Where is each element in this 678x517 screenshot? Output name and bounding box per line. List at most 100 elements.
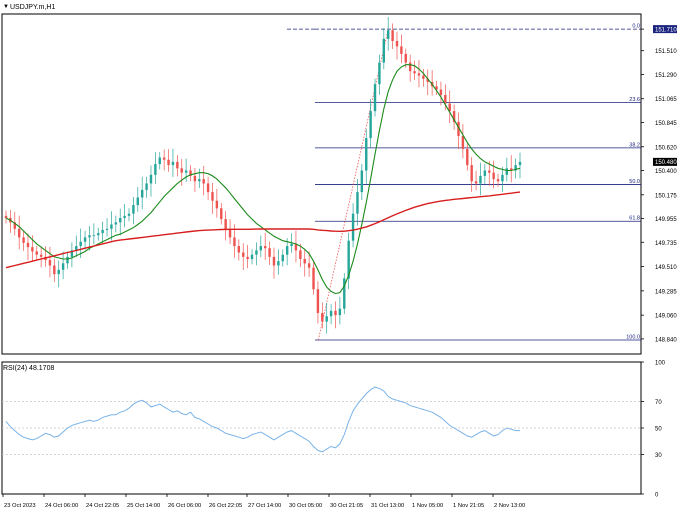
candle-body [501,174,504,182]
candle-body [263,246,267,249]
candle-body [277,261,280,266]
candle-body [386,30,390,39]
candle-body [13,222,16,229]
candle-body [435,86,438,90]
x-tick-label: 27 Oct 14:00 [248,503,281,509]
candle-body [488,170,491,173]
candle-body [400,46,403,54]
candle-body [461,135,465,149]
candle-body [404,53,407,63]
x-tick-label: 2 Nov 13:00 [494,503,525,509]
candle-body [303,259,306,264]
rsi-y-tick-label: 0 [655,493,659,499]
candle-body [395,40,399,47]
x-tick-label: 30 Oct 21:05 [330,503,363,509]
candle-body [408,62,412,72]
fib-level-label: 61.8 [629,216,640,222]
candle-body [220,208,223,220]
candle-body [307,263,311,268]
candle-body [329,310,333,317]
candle-body [299,250,302,260]
candle-body [294,243,298,251]
y-tick-label: 151.510 [655,49,677,55]
candle-body [316,289,320,313]
candle-body [246,256,249,260]
candle-body [391,30,394,41]
y-tick-label: 151.065 [655,97,677,103]
candle-body [514,165,517,171]
candle-body [338,308,342,316]
candle-body [444,94,447,104]
candle-body [162,157,166,160]
candle-body [470,165,473,182]
candle-body [413,71,416,74]
candle-body [83,237,87,242]
candle-body [281,254,284,262]
main-panel-frame [1,13,642,355]
candle-body [448,103,451,112]
y-tick-label: 148.840 [655,337,677,343]
candle-body [452,111,456,122]
y-tick-label: 149.285 [655,289,677,295]
rsi-indicator-label: RSI(24) 48.1708 [3,365,54,372]
rsi-y-tick-label: 50 [655,427,662,433]
candle-body [483,170,487,176]
x-tick-label: 26 Oct 06:00 [168,503,201,509]
candle-body [189,170,192,176]
candle-body [127,213,131,216]
rsi-y-tick-label: 30 [655,453,662,459]
candle-body [518,161,522,166]
candle-body [184,170,188,173]
candle-body [466,148,469,166]
candle-body [53,265,56,275]
x-tick-label: 24 Oct 06:00 [45,503,78,509]
candle-body [79,241,82,247]
main-price-panel: 151.710 151.510 151.290 151.065 150.845 150.6… [1,13,677,355]
candle-body [97,233,100,236]
candle-body [35,251,38,255]
candle-body [312,267,315,290]
candle-body [351,213,355,241]
candle-body [75,246,78,251]
candle-body [119,218,122,223]
candle-body [22,237,25,243]
candle-body [167,159,170,166]
x-tick-label: 25 Oct 14:00 [127,503,160,509]
candle-body [290,243,293,247]
candle-body [334,310,337,316]
candle-body [215,200,219,209]
candle-body [479,175,482,184]
candle-body [206,183,210,193]
candle-body [378,62,381,85]
fib-trend-line [317,29,389,341]
candle-body [101,229,104,234]
symbol-dropdown-icon[interactable]: ▼ [3,4,9,10]
candle-body [382,38,386,63]
candle-body [140,189,144,198]
candle-body [237,246,241,253]
candle-body [369,111,372,139]
candle-body [325,316,328,322]
y-tick-label: 149.735 [655,241,677,247]
top-price-tag [653,25,677,34]
candle-body [272,256,276,266]
candle-body [180,168,183,173]
x-tick-label: 1 Nov 21:05 [453,503,484,509]
y-tick-label: 150.175 [655,193,677,199]
candle-body [268,248,271,257]
candle-body [439,89,443,95]
x-tick-label: 30 Oct 05:00 [289,503,322,509]
fib-level-label: 0.0 [632,24,640,30]
candle-body [176,161,179,169]
rsi-panel: 100 70 50 30 0 [1,361,666,499]
candle-body [4,215,8,218]
candle-body [154,164,157,175]
rsi-y-tick-label: 100 [655,361,666,367]
candle-body [457,121,460,136]
y-tick-label: 149.955 [655,217,677,223]
candle-body [211,192,214,201]
header-labels: ▼ USDJPY.m,H1 RSI(24) 48.1708 [3,4,55,372]
candle-body [61,263,65,270]
x-tick-label: 24 Oct 22:05 [86,503,119,509]
